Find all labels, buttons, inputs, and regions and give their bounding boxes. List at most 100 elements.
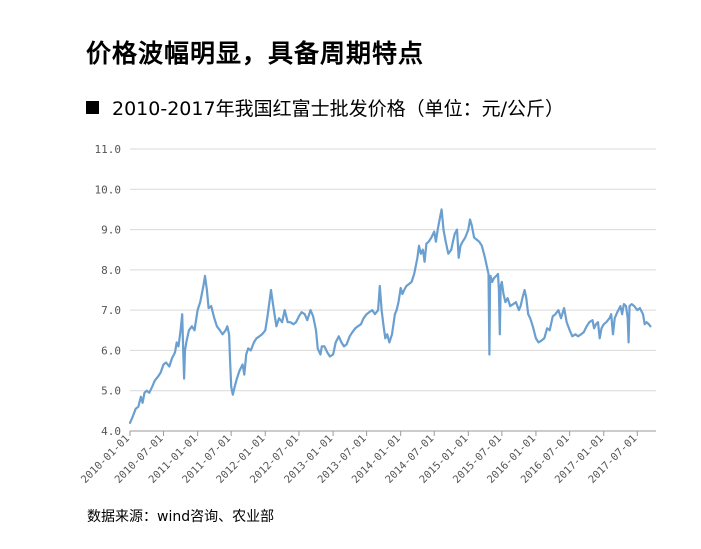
- data-point: [366, 313, 368, 315]
- data-point: [442, 229, 445, 231]
- data-point: [176, 341, 178, 343]
- data-point: [603, 323, 605, 325]
- data-point: [489, 285, 491, 287]
- data-point: [219, 329, 221, 331]
- data-point: [428, 241, 430, 243]
- data-point: [478, 241, 480, 243]
- data-point: [216, 325, 218, 327]
- data-point: [278, 317, 280, 319]
- data-point: [160, 372, 162, 374]
- data-point: [459, 245, 462, 247]
- data-point: [229, 357, 231, 360]
- data-point: [204, 275, 206, 277]
- data-point: [284, 309, 286, 311]
- data-point: [261, 333, 263, 335]
- data-point: [580, 333, 582, 335]
- data-point: [500, 285, 502, 287]
- data-point: [326, 351, 328, 353]
- data-point: [413, 273, 415, 275]
- data-point: [391, 333, 393, 335]
- data-point: [481, 245, 483, 247]
- data-point: [255, 337, 258, 339]
- data-point: [628, 341, 630, 343]
- data-point: [628, 305, 631, 307]
- data-point: [247, 347, 249, 349]
- data-point: [281, 321, 283, 323]
- data-point: [258, 335, 261, 337]
- series-group: [128, 208, 652, 424]
- y-axis-ticks: 4.0 5.0 6.0 7.0 8.0 9.0 10.0 11.0: [95, 143, 122, 438]
- data-point: [549, 329, 551, 331]
- data-point: [343, 345, 345, 347]
- data-point: [456, 229, 458, 231]
- data-point: [232, 394, 234, 396]
- data-point: [649, 325, 652, 327]
- data-point: [137, 406, 139, 408]
- y-tick-label: 6.0: [101, 344, 121, 357]
- data-point: [554, 313, 557, 315]
- data-point: [486, 265, 488, 267]
- data-point: [388, 341, 390, 343]
- data-point: [317, 347, 319, 349]
- data-point: [146, 390, 148, 392]
- data-point: [292, 323, 294, 325]
- data-point: [493, 277, 495, 279]
- data-point: [197, 309, 199, 311]
- data-point: [177, 345, 180, 347]
- data-point: [174, 351, 176, 353]
- data-point: [639, 307, 641, 309]
- data-point: [225, 329, 227, 331]
- data-point: [574, 333, 577, 335]
- data-point: [374, 313, 376, 315]
- data-point: [458, 257, 460, 259]
- data-point: [527, 313, 529, 315]
- data-point: [157, 376, 159, 378]
- data-point: [371, 309, 373, 311]
- chart-title: 2010-2017年我国红富士批发价格（单位：元/公斤）: [86, 94, 564, 121]
- data-point: [315, 329, 317, 331]
- data-point: [383, 325, 385, 327]
- data-point: [340, 341, 342, 343]
- data-point: [397, 301, 400, 303]
- data-point: [583, 331, 585, 333]
- data-point: [529, 317, 531, 319]
- data-point: [206, 289, 208, 291]
- data-point: [154, 380, 156, 382]
- data-point: [140, 396, 142, 398]
- data-point: [295, 321, 297, 323]
- data-point: [621, 313, 623, 315]
- data-point: [148, 392, 150, 394]
- data-point: [360, 323, 362, 325]
- data-point: [243, 374, 245, 376]
- data-point: [614, 317, 616, 319]
- data-point: [648, 323, 650, 325]
- data-point: [566, 321, 568, 323]
- data-point: [253, 341, 255, 343]
- data-point: [435, 241, 437, 243]
- data-point: [424, 261, 426, 263]
- data-point: [469, 218, 471, 221]
- data-point: [304, 313, 306, 315]
- data-point: [577, 335, 579, 337]
- data-point: [418, 245, 420, 247]
- data-point: [518, 309, 520, 311]
- data-point: [323, 345, 325, 347]
- data-point: [487, 273, 490, 275]
- data-point: [312, 315, 314, 317]
- data-point: [368, 311, 370, 313]
- data-point: [452, 241, 454, 243]
- data-point: [625, 305, 627, 307]
- data-point: [346, 343, 348, 345]
- data-point: [403, 289, 405, 291]
- data-point: [309, 309, 312, 311]
- data-point: [433, 231, 435, 233]
- data-point: [287, 321, 289, 323]
- data-point: [612, 333, 614, 335]
- data-point: [171, 357, 173, 360]
- data-point: [537, 341, 540, 343]
- y-tick-label: 10.0: [95, 183, 122, 196]
- data-point: [439, 216, 441, 219]
- data-point: [151, 386, 153, 388]
- data-point: [509, 305, 511, 307]
- data-point: [502, 293, 505, 295]
